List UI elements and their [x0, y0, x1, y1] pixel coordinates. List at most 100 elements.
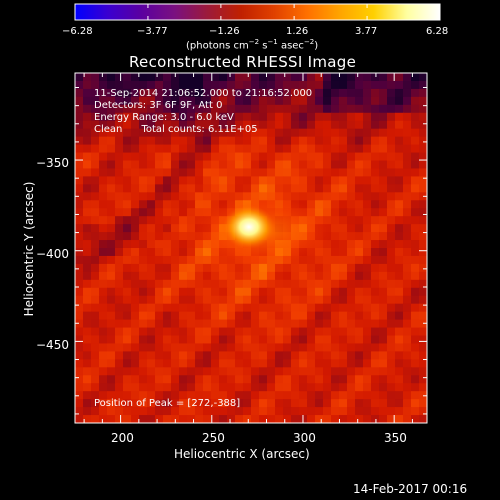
heatmap-cell: [227, 144, 236, 154]
heatmap-cell: [139, 359, 148, 368]
heatmap-cell: [355, 232, 364, 241]
heatmap-cell: [347, 343, 356, 352]
heatmap-cell: [171, 152, 180, 162]
heatmap-cell: [139, 367, 148, 376]
heatmap-cell: [323, 279, 332, 289]
colorbar-tick-label: −6.28: [62, 26, 93, 37]
heatmap-cell: [379, 208, 388, 217]
heatmap-cell: [83, 120, 92, 130]
heatmap-cell: [395, 216, 404, 225]
heatmap-cell: [179, 160, 188, 170]
heatmap-cell: [307, 104, 316, 114]
heatmap-cell: [107, 96, 116, 106]
heatmap-cell: [347, 216, 356, 225]
heatmap-cell: [243, 192, 252, 201]
heatmap-cell: [299, 104, 308, 114]
heatmap-cell: [315, 271, 324, 281]
heatmap-cell: [403, 208, 412, 217]
heatmap-cell: [195, 176, 204, 185]
heatmap-cell: [259, 88, 268, 98]
heatmap-cell: [203, 88, 212, 98]
heatmap-cell: [299, 327, 308, 337]
heatmap-cell: [91, 367, 100, 376]
heatmap-cell: [339, 88, 348, 98]
heatmap-cell: [379, 335, 388, 345]
heatmap-cell: [347, 367, 356, 376]
heatmap-cell: [211, 311, 220, 321]
heatmap-cell: [331, 232, 340, 241]
heatmap-cell: [315, 263, 324, 273]
heatmap-cell: [163, 359, 172, 368]
heatmap-cell: [315, 168, 324, 177]
heatmap-cell: [323, 248, 332, 257]
heatmap-cell: [291, 136, 300, 146]
heatmap-cell: [227, 351, 236, 360]
heatmap-cell: [187, 263, 196, 273]
heatmap-cell: [307, 112, 316, 122]
heatmap-cell: [211, 383, 220, 392]
heatmap-cell: [179, 96, 188, 106]
heatmap-cell: [363, 319, 372, 329]
heatmap-cell: [283, 367, 292, 376]
heatmap-cell: [155, 128, 164, 138]
heatmap-cell: [203, 144, 212, 154]
heatmap-cell: [219, 168, 228, 177]
heatmap-cell: [187, 399, 196, 408]
heatmap-cell: [139, 168, 148, 177]
heatmap-cell: [403, 367, 412, 376]
heatmap-cell: [99, 96, 108, 106]
heatmap-cell: [331, 295, 340, 305]
heatmap-cell: [387, 208, 396, 217]
heatmap-cell: [243, 144, 252, 154]
heatmap-cell: [131, 407, 140, 416]
heatmap-cell: [275, 152, 284, 162]
heatmap-cell: [299, 359, 308, 368]
heatmap-cell: [115, 200, 124, 209]
heatmap-cell: [363, 160, 372, 170]
heatmap-cell: [283, 391, 292, 400]
heatmap-cell: [355, 96, 364, 106]
heatmap-cell: [323, 311, 332, 321]
heatmap-cell: [259, 359, 268, 368]
heatmap-cell: [107, 415, 116, 423]
heatmap-cell: [323, 192, 332, 201]
heatmap-cell: [267, 128, 276, 138]
heatmap-cell: [171, 200, 180, 209]
heatmap-cell: [107, 240, 116, 249]
heatmap-cell: [283, 279, 292, 289]
heatmap-cell: [179, 200, 188, 209]
heatmap-cell: [403, 263, 412, 273]
heatmap-cell: [123, 295, 132, 305]
heatmap-cell: [163, 176, 172, 185]
heatmap-cell: [75, 327, 84, 337]
heatmap-cell: [211, 391, 220, 400]
heatmap-cell: [243, 279, 252, 289]
heatmap-cell: [219, 359, 228, 368]
heatmap-cell: [91, 88, 100, 98]
heatmap-cell: [419, 224, 427, 233]
heatmap-cell: [155, 367, 164, 376]
heatmap-cell: [163, 80, 172, 90]
heatmap-cell: [371, 383, 380, 392]
heatmap-cell: [147, 80, 156, 90]
heatmap-cell: [139, 73, 148, 82]
heatmap-cell: [99, 415, 108, 423]
heatmap-cell: [99, 144, 108, 154]
heatmap-cell: [403, 216, 412, 225]
heatmap-cell: [187, 232, 196, 241]
heatmap-cell: [371, 73, 380, 82]
heatmap-cell: [139, 120, 148, 130]
heatmap-cell: [307, 343, 316, 352]
heatmap-cell: [75, 407, 84, 416]
heatmap-cell: [147, 152, 156, 162]
heatmap-cell: [107, 73, 116, 82]
heatmap-cell: [299, 351, 308, 360]
heatmap-cell: [347, 240, 356, 249]
heatmap-cell: [107, 168, 116, 177]
heatmap-cell: [339, 248, 348, 257]
heatmap-cell: [387, 112, 396, 122]
heatmap-cell: [363, 73, 372, 82]
heatmap-cell: [99, 311, 108, 321]
heatmap-cell: [339, 120, 348, 130]
heatmap-cell: [315, 144, 324, 154]
